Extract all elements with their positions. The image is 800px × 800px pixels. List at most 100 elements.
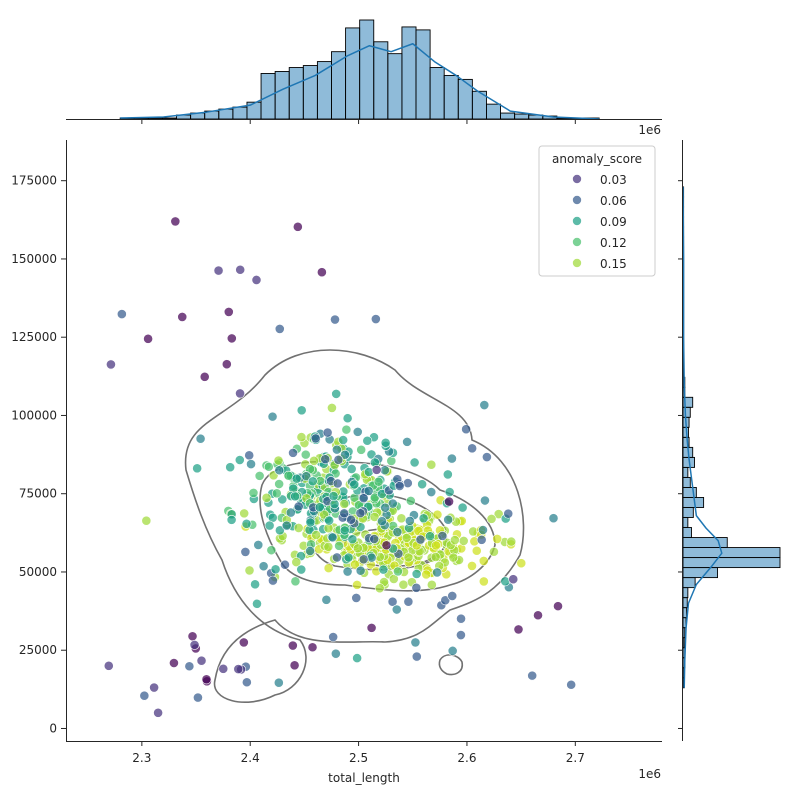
x-tick-label: 2.6 bbox=[457, 751, 476, 765]
marginal-x-kde-line bbox=[120, 43, 600, 120]
scatter-point bbox=[226, 333, 237, 344]
scatter-point bbox=[379, 465, 390, 476]
scatter-point bbox=[370, 314, 381, 324]
scatter-point bbox=[267, 411, 278, 422]
scatter-point bbox=[274, 324, 285, 334]
scatter-point bbox=[281, 520, 292, 531]
scatter-point bbox=[296, 405, 307, 416]
x-tick-label: 2.3 bbox=[132, 751, 151, 765]
scatter-point bbox=[251, 275, 262, 285]
scatter-point bbox=[426, 579, 437, 590]
scatter-point bbox=[431, 540, 441, 551]
scatter-point bbox=[289, 660, 300, 671]
scatter-point bbox=[440, 595, 451, 606]
scatter-point bbox=[355, 508, 366, 519]
scatter-point bbox=[293, 523, 304, 533]
marginal-x-bar bbox=[486, 103, 501, 120]
scatter-point bbox=[274, 479, 285, 489]
scatter-point bbox=[327, 532, 338, 543]
marginal-x-bar bbox=[387, 53, 403, 120]
scatter-point bbox=[333, 454, 344, 465]
scatter-point bbox=[449, 535, 460, 545]
scatter-point bbox=[457, 502, 468, 513]
marginal-x-offset-label: 1e6 bbox=[638, 123, 661, 137]
scatter-point bbox=[489, 546, 499, 557]
scatter-point bbox=[184, 661, 195, 672]
scatter-point bbox=[241, 518, 252, 529]
scatter-point bbox=[346, 514, 356, 525]
scatter-point bbox=[293, 501, 304, 512]
legend-marker bbox=[572, 237, 582, 247]
scatter-point bbox=[380, 437, 391, 448]
scatter-point bbox=[311, 530, 322, 540]
scatter-point bbox=[316, 267, 327, 278]
scatter-point bbox=[467, 443, 478, 454]
scatter-point bbox=[305, 517, 316, 528]
scatter-point bbox=[366, 622, 377, 633]
scatter-point bbox=[307, 476, 318, 487]
scatter-point bbox=[330, 648, 341, 659]
scatter-point bbox=[264, 520, 275, 531]
scatter-point bbox=[356, 444, 367, 455]
scatter-point bbox=[338, 435, 349, 445]
scatter-point bbox=[387, 498, 398, 509]
scatter-point bbox=[355, 565, 366, 576]
scatter-point bbox=[283, 470, 294, 481]
legend-marker bbox=[572, 216, 582, 226]
scatter-point bbox=[503, 508, 514, 519]
legend-label: 0.03 bbox=[600, 173, 627, 187]
legend-marker bbox=[572, 258, 582, 268]
scatter-point bbox=[366, 552, 377, 563]
scatter-point bbox=[421, 569, 432, 580]
scatter-point bbox=[339, 499, 350, 509]
marginal-x-bar bbox=[401, 26, 417, 120]
scatter-point bbox=[223, 307, 234, 317]
scatter-point bbox=[199, 371, 210, 382]
scatter-point bbox=[169, 658, 179, 668]
marginal-y-bar bbox=[682, 627, 686, 639]
scatter-point bbox=[358, 493, 369, 504]
scatter-point bbox=[527, 670, 538, 681]
scatter-point bbox=[280, 559, 290, 570]
scatter-point bbox=[369, 534, 380, 544]
scatter-point bbox=[290, 576, 301, 587]
marginal-y-bar bbox=[682, 557, 781, 569]
y-axis-ticks: 0 25000 50000 75000 100000 125000 150000 175000 bbox=[11, 174, 66, 735]
scatter-point bbox=[218, 663, 229, 674]
scatter-point bbox=[461, 424, 472, 435]
scatter-point bbox=[239, 508, 250, 519]
kde-contour bbox=[438, 654, 464, 676]
scatter-point bbox=[238, 637, 249, 648]
marginal-y-bar bbox=[682, 476, 691, 488]
scatter-point bbox=[378, 564, 389, 575]
scatter-point bbox=[141, 515, 152, 526]
scatter-point bbox=[392, 527, 403, 537]
marginal-x-bar bbox=[514, 113, 530, 120]
scatter-point bbox=[201, 674, 212, 685]
scatter-point bbox=[369, 512, 380, 522]
scatter-point bbox=[331, 444, 342, 455]
y-tick-label: 100000 bbox=[11, 408, 57, 422]
scatter-point bbox=[347, 534, 358, 545]
scatter-point bbox=[447, 591, 458, 601]
y-tick-label: 150000 bbox=[11, 252, 57, 266]
scatter-point bbox=[380, 502, 391, 513]
scatter-point bbox=[478, 556, 489, 566]
scatter-point bbox=[352, 653, 363, 664]
scatter-point bbox=[233, 664, 244, 674]
scatter-point bbox=[320, 454, 331, 465]
scatter-point bbox=[301, 471, 312, 482]
scatter-point bbox=[404, 516, 415, 526]
scatter-point bbox=[235, 264, 246, 275]
y-tick-label: 50000 bbox=[19, 565, 57, 579]
marginal-y-bar bbox=[682, 577, 696, 589]
scatter-point bbox=[391, 604, 402, 615]
marginal-y-bar bbox=[682, 547, 781, 559]
scatter-point bbox=[193, 692, 203, 703]
scatter-point bbox=[339, 508, 350, 519]
scatter-point bbox=[116, 309, 127, 319]
marginal-y-bar bbox=[682, 527, 692, 538]
scatter-point bbox=[253, 540, 264, 550]
scatter-point bbox=[328, 491, 339, 501]
